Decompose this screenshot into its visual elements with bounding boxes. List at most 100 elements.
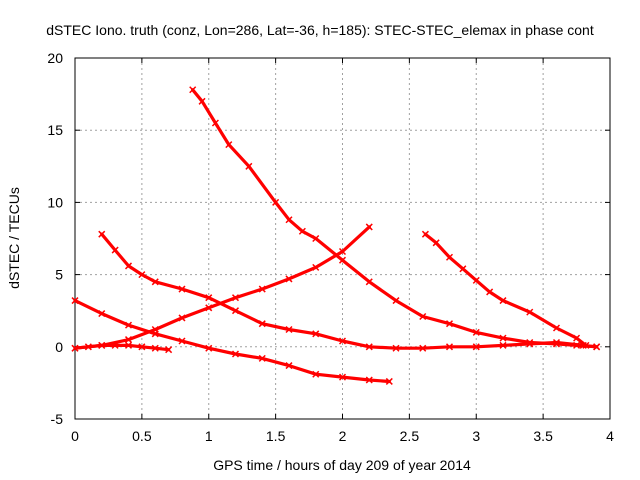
data-point xyxy=(526,308,534,316)
data-point xyxy=(151,344,159,352)
data-point xyxy=(211,119,219,127)
data-point xyxy=(312,234,320,243)
data-point xyxy=(419,312,427,321)
data-point xyxy=(258,354,266,362)
data-point xyxy=(124,336,133,344)
data-point xyxy=(392,297,400,305)
data-point xyxy=(338,337,347,345)
series-arc-6 xyxy=(421,230,590,349)
x-tick-label: 4 xyxy=(606,428,614,444)
data-point xyxy=(231,307,240,315)
y-tick-label: 5 xyxy=(55,267,63,283)
data-point xyxy=(338,247,347,256)
data-point xyxy=(365,343,373,351)
data-point xyxy=(573,341,581,349)
x-tick-label: 0.5 xyxy=(132,428,152,444)
data-point xyxy=(245,162,253,170)
data-point xyxy=(98,230,106,238)
data-point xyxy=(178,314,186,322)
series-line xyxy=(191,88,599,349)
data-point xyxy=(365,376,373,384)
data-point xyxy=(111,246,119,254)
x-tick-label: 1 xyxy=(205,428,213,444)
data-point xyxy=(71,344,79,352)
data-point xyxy=(151,325,159,334)
data-point xyxy=(385,377,393,385)
data-point xyxy=(205,294,213,302)
data-point xyxy=(445,253,454,261)
data-point xyxy=(124,321,133,329)
data-point xyxy=(71,297,79,305)
data-point xyxy=(365,278,373,286)
data-point xyxy=(312,370,320,378)
data-point xyxy=(365,223,373,231)
data-point xyxy=(499,341,507,349)
data-point xyxy=(205,344,213,352)
series-group xyxy=(71,86,601,385)
data-point xyxy=(165,346,173,354)
x-tick-label: 1.5 xyxy=(266,428,286,444)
x-tick-label: 2.5 xyxy=(400,428,420,444)
data-point xyxy=(124,341,133,349)
data-point xyxy=(285,362,293,370)
data-point xyxy=(459,265,467,273)
data-point xyxy=(338,373,347,381)
x-tick-label: 0 xyxy=(71,428,79,444)
data-point xyxy=(285,216,293,224)
data-point xyxy=(198,97,206,105)
data-point xyxy=(392,344,400,352)
data-point xyxy=(421,230,429,238)
data-point xyxy=(312,330,320,338)
data-point xyxy=(138,343,146,351)
data-point xyxy=(189,86,197,94)
data-point xyxy=(298,227,306,235)
data-point xyxy=(258,285,266,293)
data-point xyxy=(486,288,494,296)
series-arc-4 xyxy=(98,230,601,352)
x-tick-label: 3 xyxy=(472,428,480,444)
data-point xyxy=(151,278,159,286)
chart-title: dSTEC Iono. truth (conz, Lon=286, Lat=-3… xyxy=(46,22,594,38)
data-point xyxy=(272,198,280,206)
data-point xyxy=(178,337,186,345)
data-point xyxy=(138,271,146,279)
y-tick-label: 10 xyxy=(47,194,63,210)
data-point xyxy=(445,320,454,328)
data-point xyxy=(205,304,213,312)
grid xyxy=(75,58,610,419)
data-point xyxy=(285,275,293,283)
data-point xyxy=(552,340,561,348)
y-tick-label: 20 xyxy=(47,50,63,66)
x-axis-label: GPS time / hours of day 209 of year 2014 xyxy=(213,457,471,473)
data-point xyxy=(472,328,480,336)
axis-ticks: 0 0.5 1 1.5 2 2.5 3 3.5 4 -5 0 5 10 15 20 xyxy=(47,50,614,444)
data-point xyxy=(312,263,320,271)
data-point xyxy=(573,334,581,342)
y-tick-label: 0 xyxy=(55,339,63,355)
data-point xyxy=(419,344,427,352)
data-point xyxy=(98,341,106,349)
data-point xyxy=(499,297,507,305)
data-point xyxy=(593,343,601,351)
data-point xyxy=(258,320,266,328)
data-point xyxy=(285,325,293,334)
data-point xyxy=(432,239,440,247)
data-point xyxy=(552,324,561,332)
data-point xyxy=(178,285,186,293)
data-point xyxy=(499,334,507,342)
data-point xyxy=(526,338,534,346)
series-line xyxy=(100,232,599,350)
data-point xyxy=(231,350,240,358)
series-arc-5 xyxy=(189,86,601,351)
data-point xyxy=(98,310,106,318)
x-tick-label: 3.5 xyxy=(533,428,553,444)
y-tick-label: -5 xyxy=(51,411,64,427)
data-point xyxy=(124,262,133,270)
data-point xyxy=(445,343,454,351)
x-tick-label: 2 xyxy=(339,428,347,444)
data-point xyxy=(225,141,233,149)
data-point xyxy=(231,294,240,302)
data-point xyxy=(472,343,480,351)
data-point xyxy=(582,341,590,349)
